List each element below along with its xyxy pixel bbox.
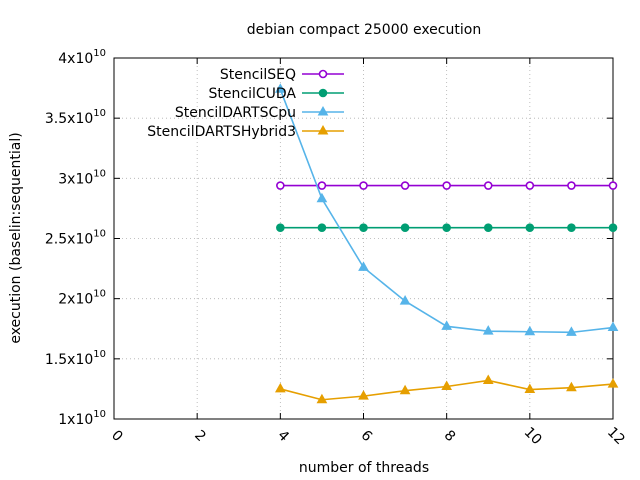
- data-point: [358, 390, 369, 400]
- data-point: [607, 321, 619, 332]
- y-tick-label: 2.5x1010: [45, 229, 106, 248]
- legend-label: StencilCUDA: [209, 86, 297, 102]
- data-point: [276, 223, 285, 232]
- x-tick-label: 12: [604, 424, 628, 448]
- legend-label: StencilDARTSCpu: [175, 105, 296, 121]
- data-point: [524, 383, 536, 394]
- series-group: [274, 83, 619, 404]
- data-point: [566, 326, 577, 336]
- legend: StencilSEQ StencilCUDA StencilDARTSCpu Sten…: [147, 67, 344, 140]
- data-point: [274, 382, 286, 393]
- x-tick-label: 4: [274, 427, 292, 445]
- data-point: [359, 181, 368, 190]
- data-point: [399, 384, 411, 395]
- y-tick-label: 1.5x1010: [45, 349, 106, 368]
- data-point: [400, 181, 410, 190]
- data-point: [317, 223, 327, 232]
- data-point: [358, 261, 369, 271]
- series-StencilDARTSHybrid3: [274, 374, 619, 404]
- x-tick-label: 8: [441, 427, 459, 445]
- series-StencilDARTSCpu: [274, 83, 619, 336]
- y-tick-label: 2x1010: [58, 289, 106, 308]
- legend-marker: [317, 105, 329, 116]
- y-tick-label: 3x1010: [58, 168, 106, 187]
- data-point: [524, 325, 536, 336]
- data-point: [442, 181, 451, 190]
- data-point: [483, 181, 493, 190]
- data-point: [482, 374, 494, 384]
- x-tick-label: 6: [358, 427, 376, 445]
- data-point: [608, 181, 618, 190]
- legend-marker: [318, 69, 328, 79]
- data-point: [359, 223, 368, 232]
- y-tick-label: 3.5x1010: [45, 108, 106, 127]
- legend-marker: [318, 88, 328, 98]
- data-point: [274, 83, 286, 93]
- data-point: [567, 181, 576, 190]
- axis-ticks: 1x1010 1.5x1010 2x1010 2.5x1010 3x1010 3.5x10…: [45, 48, 628, 448]
- x-tick-label: 2: [191, 427, 209, 445]
- data-point: [441, 320, 453, 330]
- data-point: [525, 223, 535, 232]
- data-point: [399, 295, 411, 305]
- x-tick-label: 0: [108, 427, 126, 445]
- data-point: [567, 223, 576, 232]
- data-point: [316, 192, 328, 203]
- chart-title: debian compact 25000 execution: [247, 22, 481, 38]
- data-point: [608, 223, 618, 232]
- data-point: [483, 223, 493, 232]
- data-point: [525, 181, 535, 190]
- data-point: [566, 381, 577, 392]
- y-tick-label: 1x1010: [58, 409, 106, 428]
- legend-marker: [317, 124, 329, 135]
- legend-label: StencilSEQ: [220, 67, 296, 83]
- y-tick-label: 4x1010: [58, 48, 106, 67]
- y-axis-title: execution (baselin:sequential): [8, 132, 24, 343]
- data-point: [400, 223, 410, 232]
- data-point: [316, 393, 328, 404]
- data-point: [607, 378, 619, 388]
- series-StencilCUDA: [276, 223, 618, 232]
- series-StencilSEQ: [276, 181, 618, 190]
- x-tick-label: 10: [521, 424, 545, 448]
- legend-label: StencilDARTSHybrid3: [147, 124, 296, 140]
- data-point: [482, 325, 494, 335]
- data-point: [276, 181, 285, 190]
- data-point: [442, 223, 451, 232]
- data-point: [317, 181, 327, 190]
- x-axis-title: number of threads: [299, 460, 429, 476]
- grid: [114, 58, 613, 419]
- data-point: [441, 380, 453, 391]
